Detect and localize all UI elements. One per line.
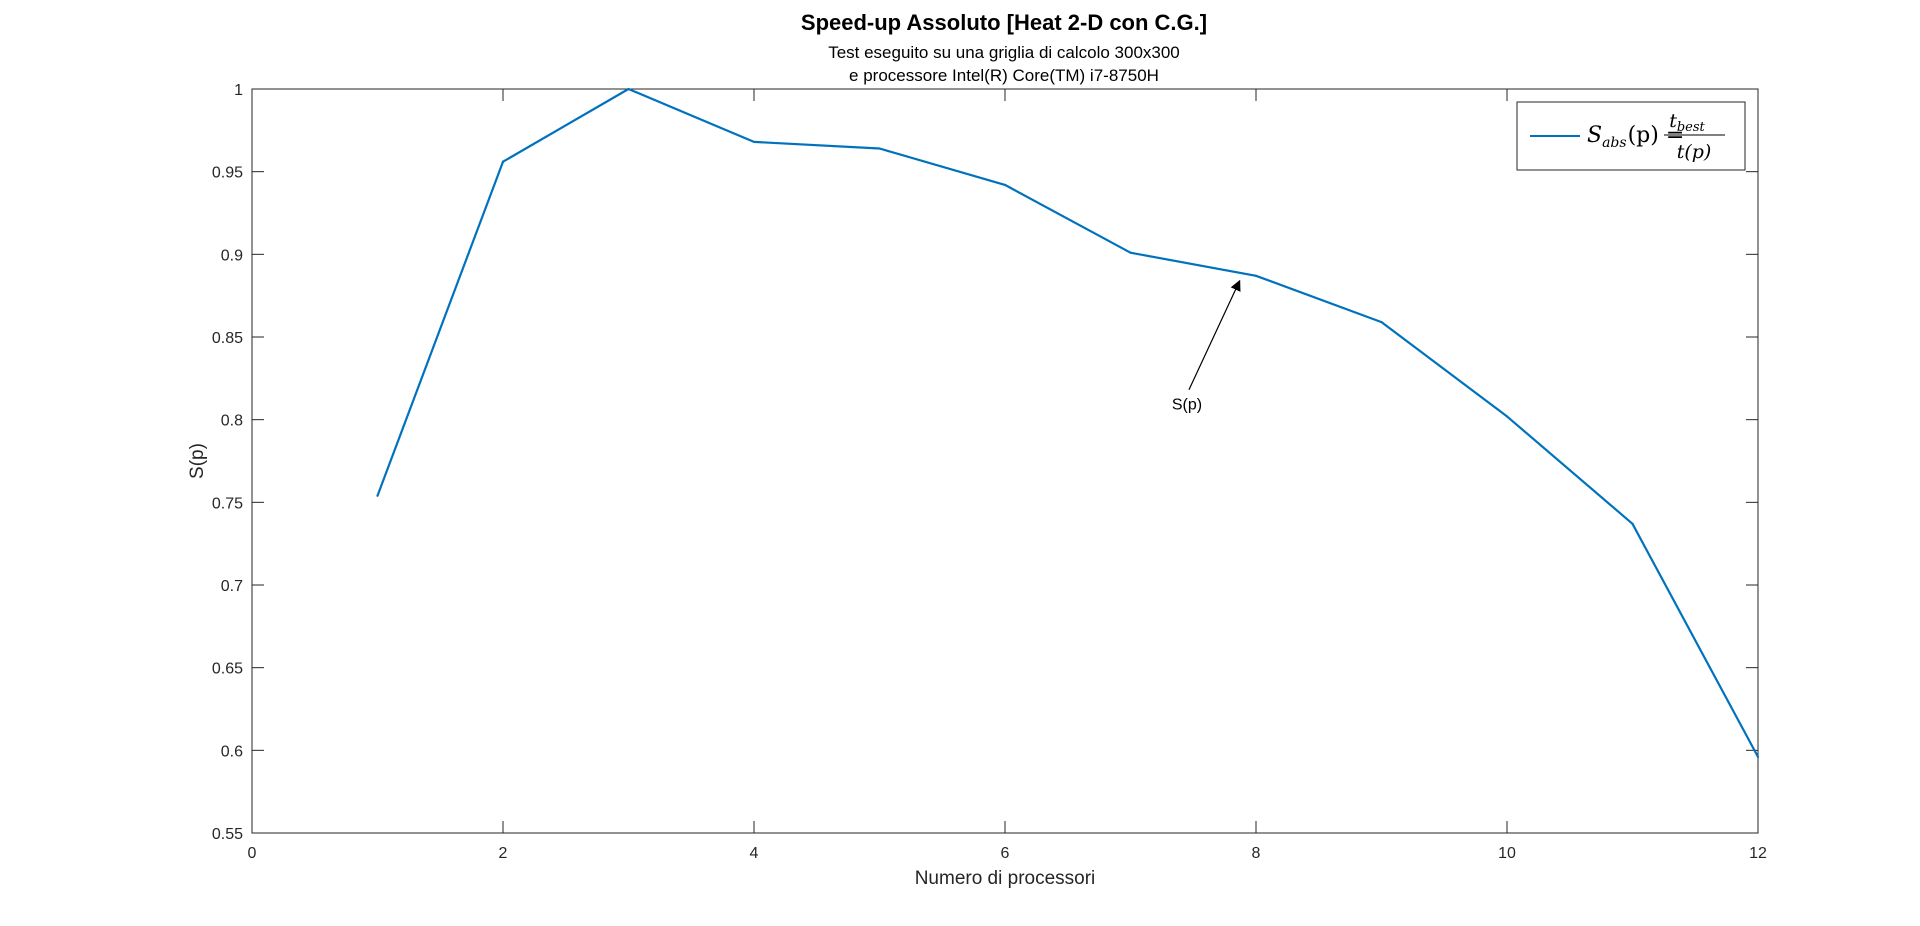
y-tick-label: 0.7 [221,578,243,595]
data-point [1505,415,1509,418]
chart-subtitle-line-2: e processore Intel(R) Core(TM) i7-8750H [849,66,1159,85]
x-axis-label: Numero di processori [915,868,1096,889]
y-tick-label: 0.6 [221,743,243,760]
annotation-layer: S(p) [1172,279,1241,414]
x-tick-label: 12 [1749,845,1767,862]
data-point [1380,321,1383,324]
data-point [1254,274,1258,277]
annotation-arrow [1188,279,1241,390]
y-tick-label: 0.55 [212,826,243,843]
y-tick-label: 1 [234,82,243,99]
series-layer [376,87,1760,759]
series-line [376,87,1759,758]
y-axis-label: S(p) [187,443,208,479]
data-point [1003,183,1007,186]
plot-area [251,88,1759,834]
y-tick-labels: 0.55 0.6 0.65 0.7 0.75 0.8 0.85 0.9 0.95 1 [212,82,243,843]
y-tick-label: 0.65 [212,661,243,678]
legend-lhs-sub: abs [1602,135,1627,151]
y-tick-label: 0.95 [212,165,243,182]
legend-num-sub: best [1677,120,1706,135]
legend-numerator: tbest [1669,110,1705,135]
chart-title: Speed-up Assoluto [Heat 2-D con C.G.] [801,10,1207,35]
data-point [376,494,379,497]
data-point [878,147,881,150]
data-point [752,140,756,144]
y-tick-label: 0.85 [212,330,243,347]
axis-ticks [251,88,1759,834]
data-point [501,160,505,163]
x-tick-label: 4 [750,845,759,862]
x-tick-label: 0 [248,845,257,862]
data-point [1631,522,1634,525]
x-tick-label: 6 [1001,845,1010,862]
data-point [1756,755,1760,759]
annotation-label: S(p) [1172,397,1202,414]
chart-subtitle-line-1: Test eseguito su una griglia di calcolo … [828,43,1180,62]
x-tick-label: 10 [1498,845,1516,862]
x-tick-label: 8 [1252,845,1261,862]
legend: Sabs(p) = tbest t(p) [1516,101,1746,171]
x-tick-label: 2 [499,845,508,862]
y-tick-label: 0.75 [212,495,243,512]
data-point [627,87,630,91]
y-tick-label: 0.9 [221,247,243,264]
legend-num-base: t [1669,110,1677,132]
data-point [1129,251,1132,254]
x-tick-labels: 0 2 4 6 8 10 12 [248,845,1767,862]
legend-lhs-base: S [1587,123,1602,148]
legend-denominator: t(p) [1677,141,1712,163]
y-tick-label: 0.8 [221,413,243,430]
